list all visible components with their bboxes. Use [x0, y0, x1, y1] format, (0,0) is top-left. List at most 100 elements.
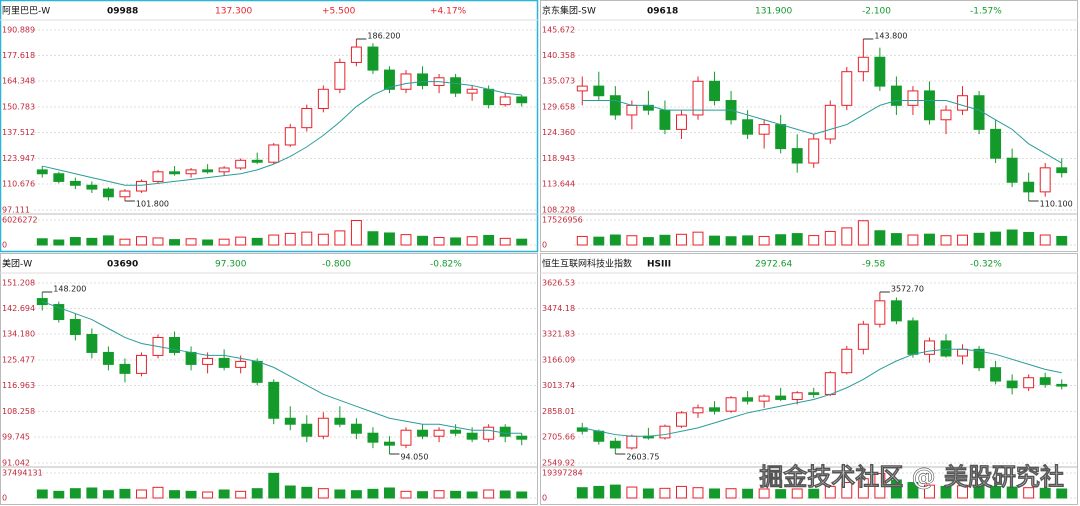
volume-bar	[483, 234, 495, 246]
volume-bar	[924, 484, 935, 499]
volume-bar	[301, 231, 313, 246]
candle-body	[317, 417, 329, 437]
volume-tick-label: 0	[2, 241, 7, 250]
volume-bar	[857, 220, 869, 246]
y-tick-label: 116.963	[2, 381, 35, 390]
panel-border	[0, 0, 539, 253]
volume-bar	[1056, 488, 1068, 499]
volume-tick-label: 17526956	[542, 216, 583, 225]
candle-body	[317, 88, 329, 109]
candle-body	[86, 333, 98, 353]
candle-body	[185, 169, 197, 175]
candle-body	[907, 90, 919, 106]
volume-bar	[284, 232, 296, 246]
extreme-label: 148.200	[53, 284, 86, 293]
candle-body	[152, 171, 164, 182]
volume-bar	[1006, 486, 1018, 499]
candle-body	[119, 363, 131, 374]
volume-tick-label: 0	[542, 241, 547, 250]
stock-panel: 恒生互联网科技业指数 HSIII 2972.64 -9.58 -0.32% 3626.53…	[540, 253, 1078, 505]
candle-body	[1006, 157, 1018, 183]
volume-bar	[152, 237, 164, 246]
candle-body	[334, 417, 346, 425]
candle-body	[874, 300, 886, 325]
candle-body	[53, 173, 65, 182]
volume-bar	[86, 487, 98, 499]
candle-body	[593, 430, 605, 442]
candle-body	[69, 319, 81, 335]
volume-bar	[367, 231, 379, 246]
volume-bar	[1006, 229, 1018, 246]
candle-body	[417, 429, 428, 437]
candle-body	[940, 109, 952, 121]
candle-body	[102, 351, 114, 365]
header-change-pct: -0.32%	[970, 260, 1002, 270]
candle-body	[53, 304, 65, 321]
y-tick-label: 125.477	[2, 355, 35, 364]
volume-tick-label: 0	[542, 494, 547, 503]
volume-bar	[742, 235, 754, 246]
y-tick-label: 108.228	[542, 206, 575, 215]
volume-bar	[791, 488, 803, 499]
volume-bar	[973, 232, 985, 246]
volume-bar	[384, 487, 395, 499]
volume-bar	[957, 234, 968, 246]
volume-bar	[499, 237, 511, 246]
volume-bar	[676, 233, 687, 246]
volume-bar	[152, 486, 164, 499]
stock-panel: 京东集团-SW 09618 131.900 -2.100 -1.57% 145.672 14…	[540, 0, 1078, 252]
y-tick-label: 135.073	[542, 76, 575, 85]
volume-bar	[69, 488, 81, 499]
header-change-pct: +4.17%	[430, 7, 467, 17]
header-price: 137.300	[215, 7, 252, 17]
extreme-label: 186.200	[367, 32, 400, 41]
volume-bar	[350, 220, 362, 246]
volume-bar	[466, 236, 478, 246]
volume-bar	[890, 233, 902, 246]
volume-bar	[218, 238, 230, 246]
volume-bar	[973, 484, 985, 499]
candle-body	[466, 432, 478, 440]
candle-body	[576, 85, 588, 92]
candle-body	[169, 171, 180, 175]
volume-bar	[1039, 487, 1051, 499]
header-code: 09618	[647, 7, 678, 17]
volume-bar	[791, 233, 803, 246]
volume-bar	[907, 482, 919, 499]
volume-bar	[136, 236, 147, 246]
candle-body	[400, 429, 412, 446]
candle-body	[758, 124, 770, 135]
candle-body	[890, 300, 902, 322]
y-tick-label: 97.111	[2, 206, 30, 215]
candle-body	[957, 348, 968, 357]
y-tick-label: 3166.09	[542, 355, 575, 364]
extreme-label: 143.800	[874, 31, 907, 40]
volume-bar	[907, 234, 919, 246]
candle-body	[69, 180, 81, 186]
volume-bar	[516, 238, 528, 246]
header-price: 2972.64	[755, 260, 792, 270]
candle-body	[301, 423, 313, 437]
stock-panel: 美团-W 03690 97.300 -0.800 -0.82% 151.208 142.69…	[0, 253, 538, 505]
candle-body	[609, 95, 621, 116]
volume-bar	[251, 488, 263, 499]
candle-body	[433, 429, 445, 437]
candle-body	[301, 107, 313, 129]
candle-body	[284, 417, 296, 425]
volume-bar	[466, 491, 478, 499]
candle-body	[450, 77, 462, 94]
candle-body	[36, 169, 48, 175]
candle-body	[268, 381, 280, 419]
volume-bar	[692, 231, 704, 246]
header-change: -9.58	[862, 260, 886, 270]
candle-body	[466, 88, 478, 94]
volume-bar	[268, 234, 280, 246]
volume-tick-label: 0	[2, 494, 7, 503]
volume-bar	[53, 239, 65, 246]
volume-bar	[119, 488, 131, 499]
candle-body	[709, 407, 720, 412]
volume-bar	[824, 485, 836, 499]
header-code: 03690	[107, 260, 138, 270]
volume-bar	[367, 488, 379, 499]
y-tick-label: 145.672	[542, 26, 575, 35]
